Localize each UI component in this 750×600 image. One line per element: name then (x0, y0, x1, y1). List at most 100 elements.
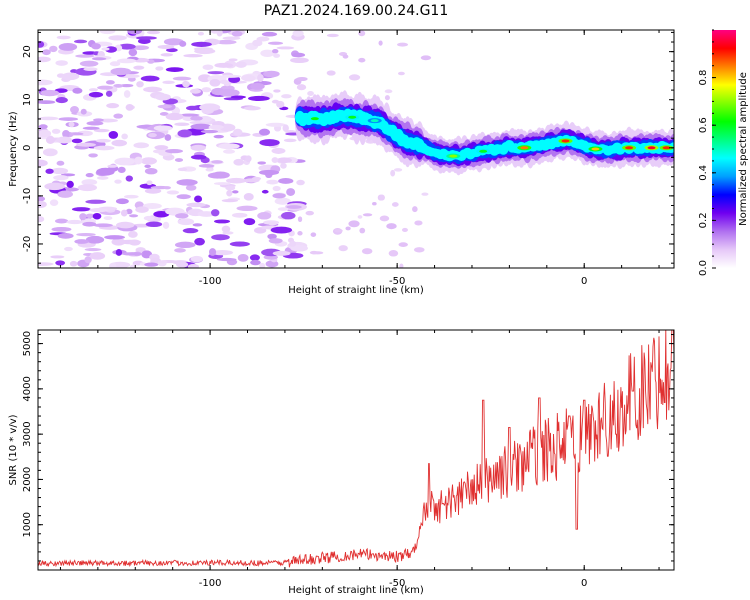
noise-cell-255 (38, 159, 48, 167)
noise-cell-373 (133, 142, 149, 149)
noise-cell-62 (129, 214, 139, 218)
ridge-core-1229 (647, 146, 656, 150)
noise-cell-138 (103, 216, 113, 221)
noise-cell-185 (281, 211, 296, 220)
noise-cell-530 (388, 250, 399, 257)
noise-cell-331 (221, 225, 231, 233)
noise-cell-329 (252, 39, 263, 47)
noise-cell-345 (211, 234, 230, 241)
noise-cell-119 (68, 121, 75, 128)
noise-cell-417 (80, 108, 87, 115)
noise-cell-290 (225, 185, 236, 191)
noise-cell-431 (107, 164, 118, 168)
noise-cell-144 (108, 130, 119, 139)
noise-cell-520 (326, 33, 339, 38)
snr-frame (37, 329, 675, 571)
noise-cell-319 (163, 38, 184, 46)
noise-cell-512 (177, 167, 188, 172)
noise-cell-480 (38, 100, 56, 105)
noise-cell-201 (201, 87, 212, 93)
noise-cell-260 (93, 223, 113, 228)
noise-cell-558 (399, 263, 404, 268)
noise-cell-543 (326, 70, 336, 76)
noise-cell-249 (127, 30, 143, 35)
noise-cell-382 (128, 48, 138, 57)
noise-cell-354 (289, 240, 297, 247)
noise-cell-258 (267, 233, 277, 240)
noise-cell-0 (38, 262, 54, 266)
noise-cell-167 (160, 53, 173, 57)
noise-cell-528 (309, 250, 319, 255)
noise-cell-245 (166, 190, 180, 195)
noise-cell-425 (186, 105, 199, 111)
noise-cell-464 (190, 144, 206, 151)
noise-cell-357 (93, 145, 115, 151)
noise-cell-496 (230, 95, 247, 99)
noise-cell-308 (276, 157, 292, 164)
noise-cell-206 (76, 232, 96, 237)
noise-cell-267 (222, 36, 241, 40)
noise-cell-130 (182, 81, 190, 88)
noise-cell-149 (74, 39, 88, 44)
noise-cell-16 (105, 80, 115, 85)
noise-cell-342 (243, 106, 261, 111)
snr-ticks: -100 -50 0 1000 2000 3000 4000 5000 (22, 330, 674, 589)
noise-cell-257 (257, 74, 264, 82)
noise-cell-387 (38, 56, 51, 63)
noise-cell-407 (176, 194, 191, 200)
noise-cell-297 (111, 238, 126, 246)
noise-cell-503 (265, 122, 286, 127)
noise-cell-418 (55, 260, 66, 266)
snr-background (38, 330, 674, 570)
heatmap-ylabel: Frequency (Hz) (8, 111, 19, 187)
noise-cell-396 (229, 241, 250, 247)
noise-cell-304 (85, 213, 96, 219)
colorbar-ticks: 0.0 0.2 0.4 0.6 0.8 (698, 29, 716, 276)
noise-cell-443 (153, 210, 170, 218)
noise-cell-441 (176, 261, 189, 268)
noise-cell-560 (334, 228, 343, 233)
heatmap-xtick-label-2: 0 (581, 276, 587, 287)
noise-cell-449 (109, 262, 117, 268)
noise-cell-458 (79, 60, 99, 67)
noise-cell-548 (359, 227, 366, 234)
noise-cell-509 (192, 223, 203, 227)
noise-cell-182 (85, 199, 107, 204)
noise-cell-287 (64, 246, 73, 252)
noise-cell-217 (286, 188, 296, 196)
noise-cell-86 (202, 64, 214, 70)
noise-cell-556 (348, 220, 360, 228)
noise-cell-280 (146, 180, 153, 186)
noise-cell-479 (257, 212, 272, 220)
noise-cell-463 (82, 221, 97, 227)
noise-cell-506 (145, 221, 163, 228)
noise-cell-349 (84, 256, 92, 264)
noise-cell-393 (223, 149, 235, 154)
ridge-core-1217 (449, 154, 458, 158)
noise-cell-160 (38, 129, 52, 138)
noise-cell-336 (290, 244, 308, 252)
noise-cell-469 (221, 198, 238, 203)
noise-cell-419 (237, 253, 249, 262)
noise-cell-462 (45, 136, 55, 144)
ridge-core-1219 (479, 149, 488, 153)
noise-cell-293 (50, 255, 65, 259)
colorbar-label: Normalized spectral amplitude (738, 72, 749, 226)
noise-cell-365 (194, 48, 216, 55)
heatmap-xlabel: Height of straight line (km) (288, 285, 424, 296)
noise-cell-324 (142, 203, 162, 209)
noise-cell-565 (414, 220, 423, 226)
noise-cell-576 (379, 215, 390, 222)
noise-cell-477 (140, 75, 160, 82)
noise-cell-538 (384, 89, 393, 94)
noise-cell-423 (174, 122, 190, 127)
noise-cell-241 (191, 41, 212, 47)
noise-cell-352 (268, 222, 278, 226)
noise-cell-215 (271, 49, 279, 54)
noise-cell-537 (372, 202, 377, 206)
noise-cell-489 (101, 47, 110, 51)
noise-cell-104 (174, 158, 184, 162)
snr-xtick-label-2: 0 (581, 578, 587, 589)
noise-cell-266 (165, 112, 184, 121)
noise-cell-223 (88, 88, 99, 92)
